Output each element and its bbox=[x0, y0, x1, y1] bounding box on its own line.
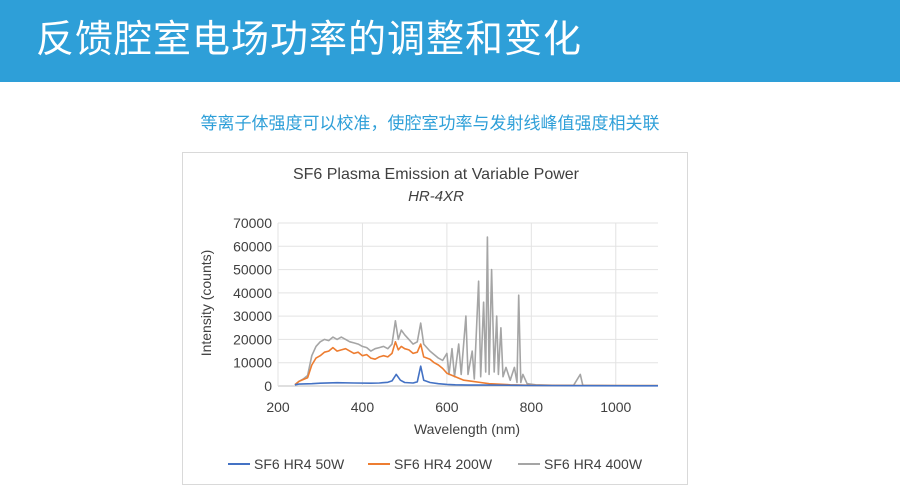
slide-subtitle: 等离子体强度可以校准，使腔室功率与发射线峰值强度相关联 bbox=[200, 114, 660, 134]
header-banner: 反馈腔室电场功率的调整和变化 bbox=[0, 0, 900, 82]
emission-chart: SF6 Plasma Emission at Variable Power HR… bbox=[198, 166, 659, 472]
y-tick-label: 40000 bbox=[233, 285, 272, 301]
series-line-0 bbox=[294, 365, 659, 387]
y-tick-label: 50000 bbox=[233, 262, 272, 278]
legend-label-1: SF6 HR4 200W bbox=[394, 456, 493, 472]
chart-subtitle: HR-4XR bbox=[408, 188, 464, 205]
x-tick-label: 200 bbox=[266, 399, 290, 415]
y-tick-label: 60000 bbox=[233, 238, 272, 254]
legend-label-2: SF6 HR4 400W bbox=[544, 456, 643, 472]
x-tick-label: 1000 bbox=[600, 399, 631, 415]
x-tick-label: 600 bbox=[435, 399, 459, 415]
series-line-2 bbox=[294, 236, 658, 387]
chart-title: SF6 Plasma Emission at Variable Power bbox=[293, 166, 580, 183]
chart-frame: SF6 Plasma Emission at Variable Power HR… bbox=[182, 152, 688, 485]
x-tick-label: 800 bbox=[520, 399, 544, 415]
series-group bbox=[294, 236, 659, 387]
y-axis-label: Intensity (counts) bbox=[198, 250, 214, 357]
legend-label-0: SF6 HR4 50W bbox=[254, 456, 345, 472]
y-tick-label: 20000 bbox=[233, 331, 272, 347]
y-tick-label: 0 bbox=[264, 378, 272, 394]
y-tick-label: 30000 bbox=[233, 308, 272, 324]
x-axis-label: Wavelength (nm) bbox=[414, 421, 520, 437]
y-tick-label: 70000 bbox=[233, 215, 272, 231]
series-line-1 bbox=[294, 341, 659, 387]
legend: SF6 HR4 50W SF6 HR4 200W SF6 HR4 400W bbox=[228, 456, 643, 472]
y-tick-label: 10000 bbox=[233, 355, 272, 371]
axis-ticks: 0 10000 20000 30000 40000 50000 60000 70000 200 4… bbox=[233, 215, 631, 415]
grid bbox=[277, 222, 658, 387]
x-tick-label: 400 bbox=[351, 399, 375, 415]
page-title: 反馈腔室电场功率的调整和变化 bbox=[36, 17, 583, 61]
